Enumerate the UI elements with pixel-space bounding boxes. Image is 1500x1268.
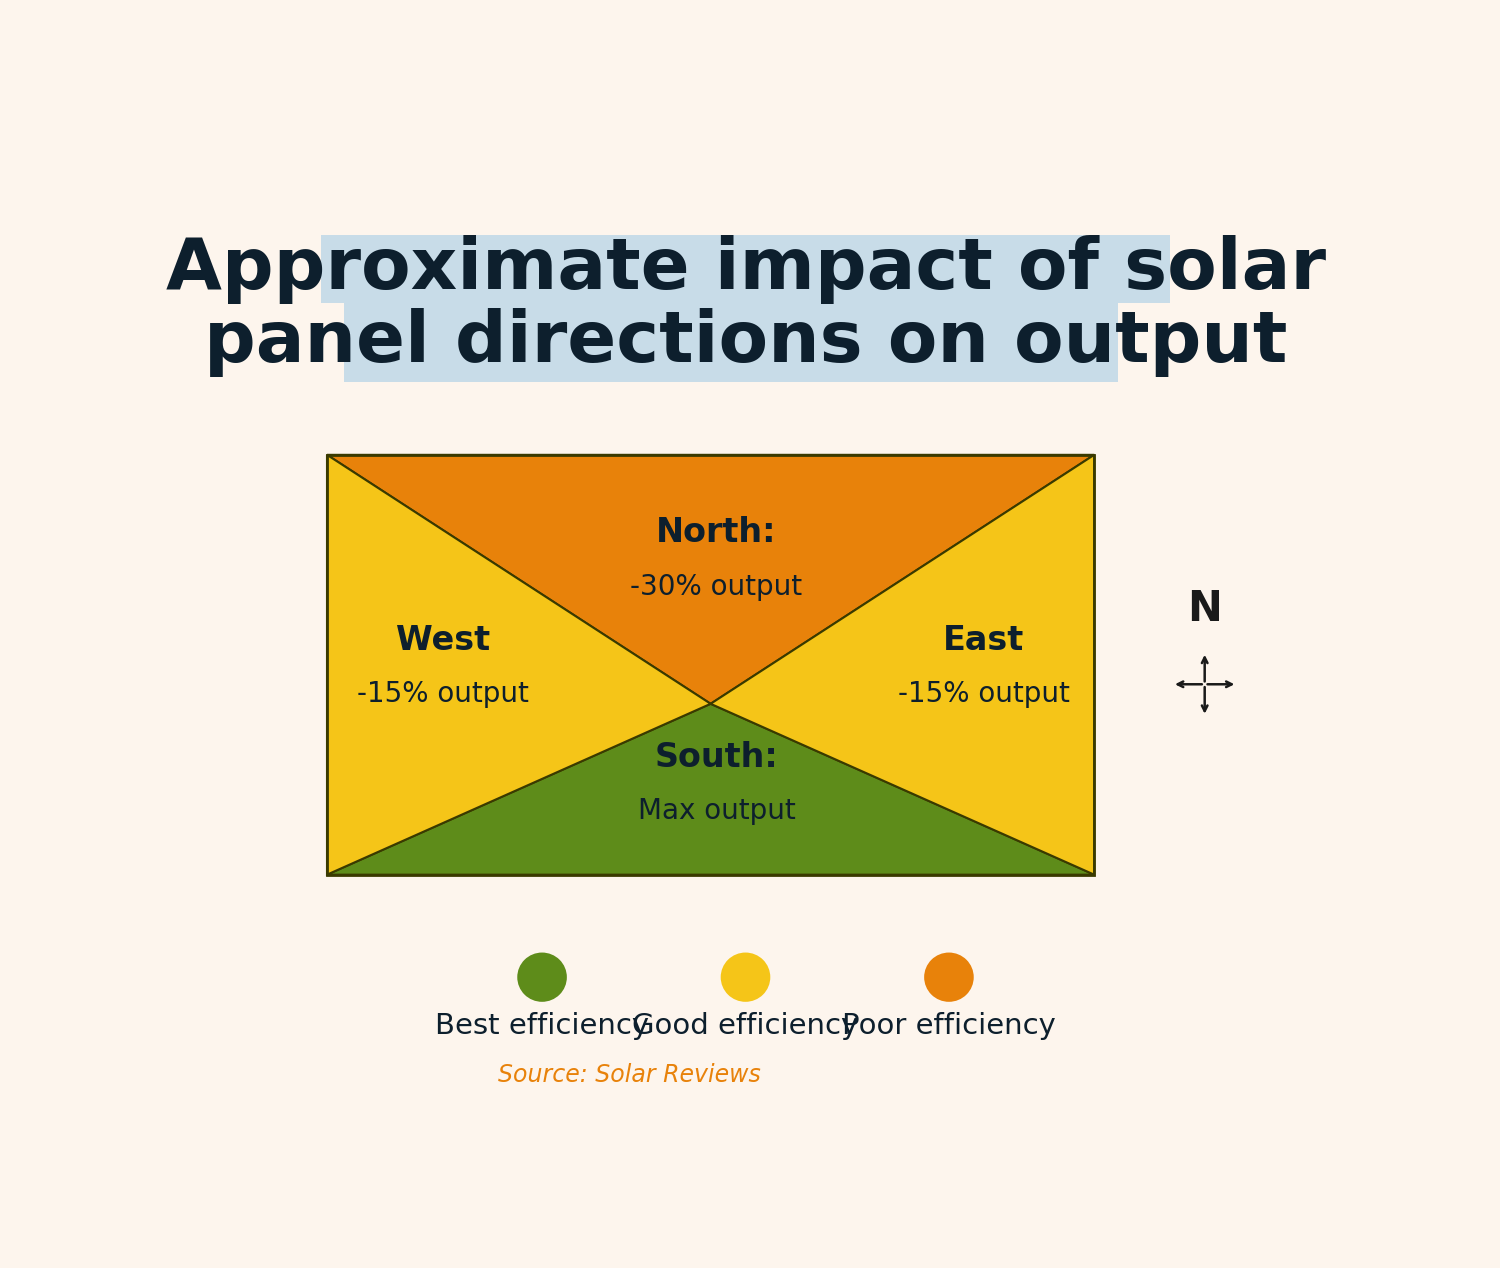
Bar <box>327 455 1094 875</box>
Text: Approximate impact of solar: Approximate impact of solar <box>165 235 1326 304</box>
Text: -15% output: -15% output <box>898 680 1070 708</box>
Bar <box>345 303 1118 382</box>
Text: South:: South: <box>654 741 778 773</box>
Text: Max output: Max output <box>638 798 795 825</box>
Polygon shape <box>327 455 711 875</box>
Text: North:: North: <box>656 516 777 549</box>
Circle shape <box>518 952 567 1002</box>
Text: East: East <box>944 624 1024 657</box>
Polygon shape <box>327 455 1094 704</box>
Text: Good efficiency: Good efficiency <box>633 1012 858 1040</box>
Polygon shape <box>327 704 1094 875</box>
Text: -15% output: -15% output <box>357 680 530 708</box>
Text: -30% output: -30% output <box>630 573 802 601</box>
Circle shape <box>720 952 771 1002</box>
Polygon shape <box>711 455 1094 875</box>
Text: Source: Solar Reviews: Source: Solar Reviews <box>498 1063 760 1087</box>
Text: Poor efficiency: Poor efficiency <box>842 1012 1056 1040</box>
Text: Best efficiency: Best efficiency <box>435 1012 650 1040</box>
Text: West: West <box>396 624 490 657</box>
Text: N: N <box>1188 588 1222 630</box>
Circle shape <box>924 952 974 1002</box>
Bar <box>321 235 1170 303</box>
Text: panel directions on output: panel directions on output <box>204 308 1287 377</box>
